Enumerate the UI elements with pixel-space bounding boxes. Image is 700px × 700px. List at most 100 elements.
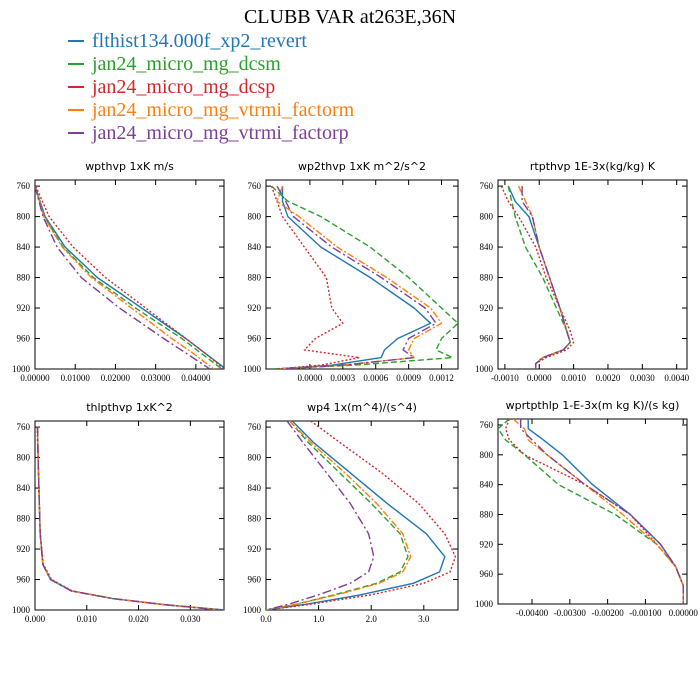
- legend-item-5: jan24_micro_mg_vtrmi_factorp: [68, 122, 354, 145]
- series-line-1: [507, 185, 571, 369]
- y-tick-label: 880: [480, 509, 494, 519]
- y-tick-label: 760: [248, 181, 262, 191]
- panel-6: wprtpthlp 1-E-3x(m kg K)/(s kg) 760 800 840…: [475, 399, 698, 618]
- y-tick-label: 880: [17, 514, 31, 524]
- series-line-4: [512, 419, 684, 604]
- legend-swatch: [68, 63, 84, 66]
- y-tick-label: 960: [248, 334, 262, 344]
- y-tick-label: 920: [480, 539, 494, 549]
- x-tick-label: -0.00200: [591, 608, 624, 618]
- y-tick-label: 920: [480, 303, 494, 313]
- x-tick-label: 3.0: [418, 614, 430, 624]
- y-tick-label: 800: [17, 212, 31, 222]
- panel-title: wprtpthlp 1-E-3x(m kg K)/(s kg): [506, 399, 680, 412]
- y-tick-label: 840: [17, 242, 31, 252]
- y-tick-label: 960: [17, 334, 31, 344]
- plot-frame: [497, 179, 688, 370]
- y-tick-label: 1000: [12, 605, 31, 615]
- series-line-1: [527, 419, 684, 604]
- figure-title: CLUBB VAR at263E,36N: [243, 6, 457, 28]
- series-group: [35, 185, 224, 369]
- panel-1: wpthvp 1xK m/s 760 800 840 880 920 960 10000.00…: [12, 160, 225, 383]
- series-line-2: [271, 185, 458, 369]
- y-tick-label: 800: [248, 453, 262, 463]
- series-group: [498, 419, 684, 604]
- plot-frame: [34, 179, 225, 370]
- y-tick-label: 1000: [243, 605, 262, 615]
- panel-title: wpthvp 1xK m/s: [85, 160, 174, 173]
- y-tick-label: 1000: [243, 364, 262, 374]
- series-line-5: [35, 185, 211, 369]
- series-line-4: [276, 185, 443, 369]
- x-tick-label: 0.0003: [330, 373, 355, 383]
- x-tick-label: 0.0030: [630, 373, 655, 383]
- legend-label: jan24_micro_mg_vtrmi_factorm: [92, 99, 355, 121]
- x-tick-label: 0.020: [128, 614, 149, 624]
- series-line-3: [266, 421, 457, 610]
- series-line-5: [276, 185, 437, 369]
- y-tick-label: 1000: [12, 364, 31, 374]
- legend-label: flthist134.000f_xp2_revert: [92, 30, 307, 52]
- y-tick-label: 960: [17, 575, 31, 585]
- panel-title: rtpthvp 1E-3x(kg/kg) K: [530, 160, 656, 173]
- x-tick-label: 0.0006: [363, 373, 388, 383]
- x-tick-label: 0.00000: [20, 373, 50, 383]
- y-tick-label: 880: [248, 514, 262, 524]
- legend-item-3: jan24_micro_mg_dcsp: [68, 76, 354, 99]
- y-tick-label: 840: [17, 483, 31, 493]
- panel-4: thlpthvp 1xK^2 760 800 840 880 920 960 10000.00…: [12, 401, 225, 624]
- panel-3: rtpthvp 1E-3x(kg/kg) K 760 800 840 880 920 960…: [475, 160, 690, 383]
- legend-swatch: [68, 132, 84, 135]
- y-tick-label: 1000: [475, 599, 494, 609]
- x-tick-label: 0.0012: [429, 373, 454, 383]
- y-tick-label: 920: [248, 303, 262, 313]
- x-tick-label: 0.0040: [664, 373, 689, 383]
- y-tick-label: 880: [248, 273, 262, 283]
- x-tick-label: 0.0: [260, 614, 272, 624]
- series-line-2: [36, 427, 222, 610]
- y-tick-label: 800: [17, 453, 31, 463]
- series-line-2: [507, 185, 571, 369]
- series-line-5: [520, 419, 684, 604]
- x-tick-label: 0.000: [25, 614, 46, 624]
- panel-5: wp4 1x(m^4)/(s^4) 760 800 840 880 920 960 10000…: [243, 401, 459, 624]
- plot-frame: [497, 418, 688, 605]
- y-tick-label: 960: [480, 569, 494, 579]
- y-tick-label: 840: [480, 480, 494, 490]
- y-tick-label: 880: [480, 273, 494, 283]
- series-group: [36, 427, 224, 610]
- series-group: [270, 185, 458, 369]
- y-tick-label: 880: [17, 273, 31, 283]
- y-tick-label: 840: [480, 242, 494, 252]
- x-tick-label: -0.00100: [629, 608, 662, 618]
- y-tick-label: 960: [248, 575, 262, 585]
- series-line-5: [266, 421, 375, 610]
- x-tick-label: -0.00300: [554, 608, 587, 618]
- x-tick-label: 1.0: [313, 614, 325, 624]
- series-line-1: [35, 185, 224, 369]
- y-tick-label: 920: [248, 544, 262, 554]
- series-line-1: [276, 186, 432, 369]
- panel-title: wp4 1x(m^4)/(s^4): [307, 401, 417, 414]
- x-tick-label: 0.010: [77, 614, 98, 624]
- x-tick-label: 0.0009: [396, 373, 421, 383]
- y-tick-label: 920: [17, 544, 31, 554]
- series-group: [500, 185, 575, 369]
- y-tick-label: 920: [17, 303, 31, 313]
- x-tick-label: 0.0020: [596, 373, 621, 383]
- x-tick-label: 0.0000: [298, 373, 323, 383]
- plot-frame: [265, 179, 459, 370]
- y-tick-label: 760: [480, 420, 494, 430]
- series-line-1: [36, 427, 224, 610]
- series-line-5: [36, 427, 222, 610]
- series-line-3: [35, 185, 224, 369]
- x-tick-label: 0.02000: [101, 373, 131, 383]
- series-line-3: [504, 419, 684, 604]
- x-tick-label: 0.0010: [561, 373, 586, 383]
- panel-2: wp2thvp 1xK m^2/s^2 760 800 840 880 920 960 100…: [243, 160, 459, 383]
- plot-frame: [265, 420, 459, 611]
- legend-swatch: [68, 109, 84, 112]
- y-tick-label: 760: [17, 181, 31, 191]
- series-line-2: [35, 185, 223, 369]
